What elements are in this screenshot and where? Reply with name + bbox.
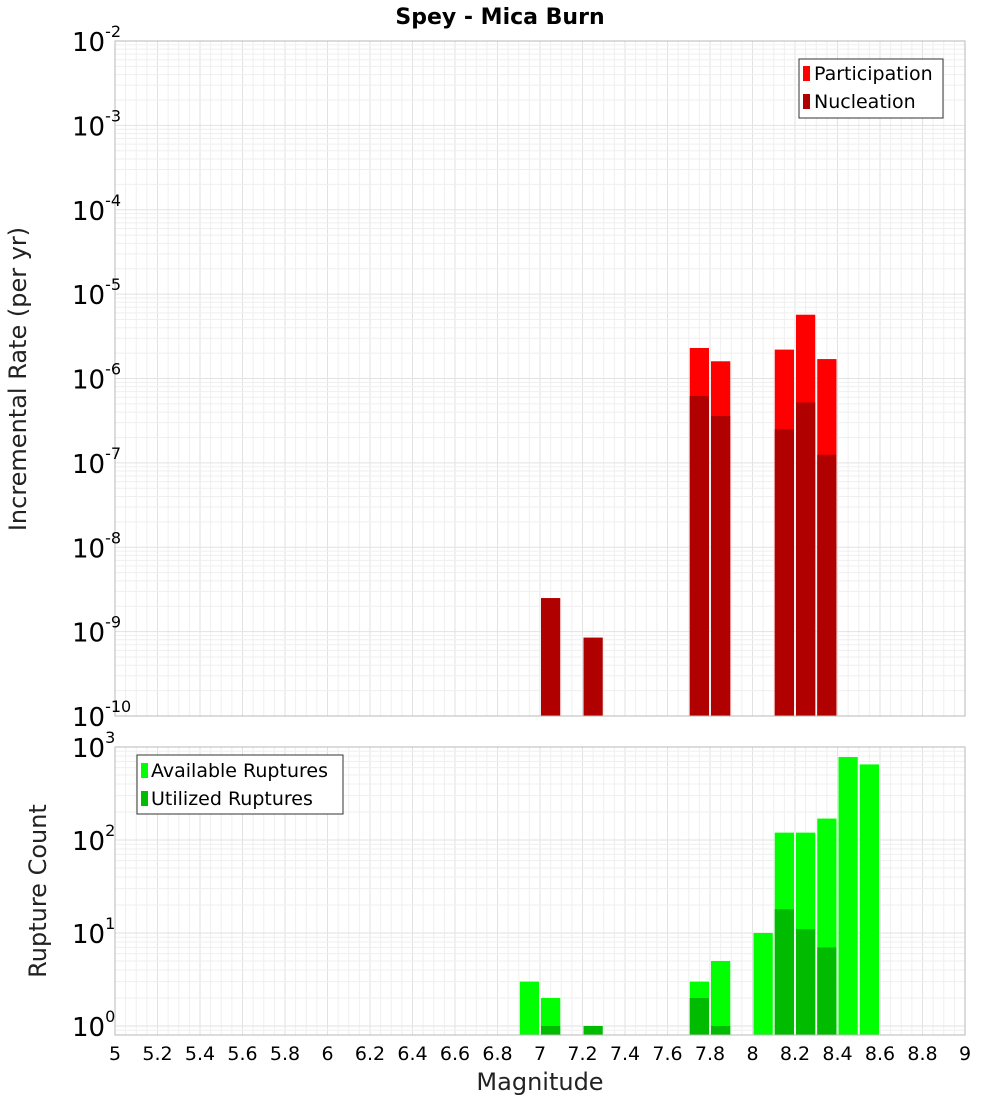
top-legend-box	[798, 58, 944, 119]
x-tick-label: 5.8	[270, 1043, 300, 1065]
bottom-y-axis-title: Rupture Count	[24, 804, 52, 978]
bottom-grid	[114, 746, 966, 1036]
x-tick-label: 7	[534, 1043, 546, 1065]
bottom-utilized-ruptures-bar	[817, 947, 837, 1035]
bottom-available-ruptures-bar	[519, 981, 539, 1035]
top-y-ticks: 10-10 10-9 10-8 10-7 10-6 10-5 10-4 10-3 10-2	[72, 22, 131, 733]
x-tick-label: 7.8	[695, 1043, 725, 1065]
x-tick-label: 7.2	[567, 1043, 597, 1065]
bottom-plot-area: 100 101 102 103 Rupture Count Available Rup…	[24, 728, 966, 1043]
top-nucleation-bar	[711, 415, 731, 716]
top-plot-area: 10-10 10-9 10-8 10-7 10-6 10-5 10-4 10-3 10-2 In…	[4, 22, 966, 733]
bottom-utilized-ruptures-bar	[583, 1025, 603, 1035]
top-grid	[114, 40, 966, 717]
bottom-utilized-ruptures-bar	[711, 1025, 731, 1035]
x-tick-label: 5.2	[142, 1043, 172, 1065]
bottom-bars	[519, 757, 879, 1035]
legend-label-available-ruptures: Available Ruptures	[151, 760, 328, 782]
legend-label-utilized-ruptures: Utilized Ruptures	[151, 788, 313, 810]
x-tick-label: 6.8	[482, 1043, 512, 1065]
x-tick-label: 6.4	[397, 1043, 427, 1065]
bottom-available-ruptures-bar	[838, 757, 858, 1035]
y-tick-label: 10-4	[72, 191, 121, 227]
bottom-available-ruptures-bar	[541, 997, 561, 1035]
bottom-legend: Available Ruptures Utilized Ruptures	[136, 754, 344, 815]
y-tick-label: 10-10	[72, 697, 131, 733]
y-tick-label: 10-5	[72, 275, 121, 311]
y-tick-label: 100	[72, 1007, 115, 1043]
x-tick-label: 7.4	[610, 1043, 640, 1065]
x-tick-label: 5.6	[227, 1043, 257, 1065]
x-tick-label: 6.6	[440, 1043, 470, 1065]
y-tick-label: 103	[72, 728, 115, 764]
y-tick-label: 10-9	[72, 613, 121, 649]
legend-swatch-available-ruptures	[141, 763, 148, 778]
x-tick-label: 5.4	[185, 1043, 215, 1065]
top-nucleation-bar	[689, 396, 709, 716]
legend-swatch-nucleation	[803, 94, 810, 109]
bottom-utilized-ruptures-bar	[774, 909, 794, 1035]
y-tick-label: 10-7	[72, 444, 121, 480]
x-tick-label: 8.2	[780, 1043, 810, 1065]
bottom-available-ruptures-bar	[711, 960, 731, 1035]
top-bars	[541, 314, 837, 716]
bottom-utilized-ruptures-bar	[541, 1025, 561, 1035]
top-nucleation-bar	[583, 637, 603, 716]
bottom-utilized-ruptures-bar	[689, 997, 709, 1035]
legend-swatch-utilized-ruptures	[141, 791, 148, 806]
y-tick-label: 10-3	[72, 106, 121, 142]
x-axis-title: Magnitude	[476, 1068, 603, 1096]
y-tick-label: 10-6	[72, 360, 121, 396]
top-nucleation-bar	[796, 402, 816, 716]
y-tick-label: 102	[72, 821, 115, 857]
y-tick-label: 10-8	[72, 528, 121, 564]
bottom-available-ruptures-bar	[753, 932, 773, 1035]
top-nucleation-bar	[774, 429, 794, 716]
chart-title: Spey - Mica Burn	[395, 5, 604, 30]
y-tick-label: 101	[72, 914, 115, 950]
x-tick-label: 8.4	[822, 1043, 852, 1065]
x-tick-label: 8	[746, 1043, 758, 1065]
top-nucleation-bar	[817, 454, 837, 716]
bottom-legend-box	[136, 754, 344, 815]
x-tick-label: 8.8	[907, 1043, 937, 1065]
bottom-plot-frame	[114, 746, 966, 1036]
x-tick-label: 6	[321, 1043, 333, 1065]
top-nucleation-bar	[541, 598, 561, 716]
bottom-available-ruptures-bar	[859, 764, 879, 1035]
bottom-utilized-ruptures-bar	[796, 929, 816, 1035]
top-plot-frame	[114, 40, 966, 717]
x-tick-label: 9	[959, 1043, 971, 1065]
legend-swatch-participation	[803, 66, 810, 81]
x-tick-label: 8.6	[865, 1043, 895, 1065]
legend-label-nucleation: Nucleation	[814, 91, 916, 113]
x-tick-label: 5	[109, 1043, 121, 1065]
x-tick-label: 7.6	[652, 1043, 682, 1065]
legend-label-participation: Participation	[814, 63, 933, 85]
y-tick-label: 10-2	[72, 22, 121, 58]
x-tick-label: 6.2	[355, 1043, 385, 1065]
top-legend: Participation Nucleation	[798, 58, 944, 119]
top-y-axis-title: Incremental Rate (per yr)	[4, 227, 32, 531]
x-axis-ticks: 5 5.2 5.4 5.6 5.8 6 6.2 6.4 6.6 6.8 7 7.2 7.4 7.6 7.8 8…	[109, 1043, 971, 1065]
bottom-y-ticks: 100 101 102 103	[72, 728, 115, 1043]
